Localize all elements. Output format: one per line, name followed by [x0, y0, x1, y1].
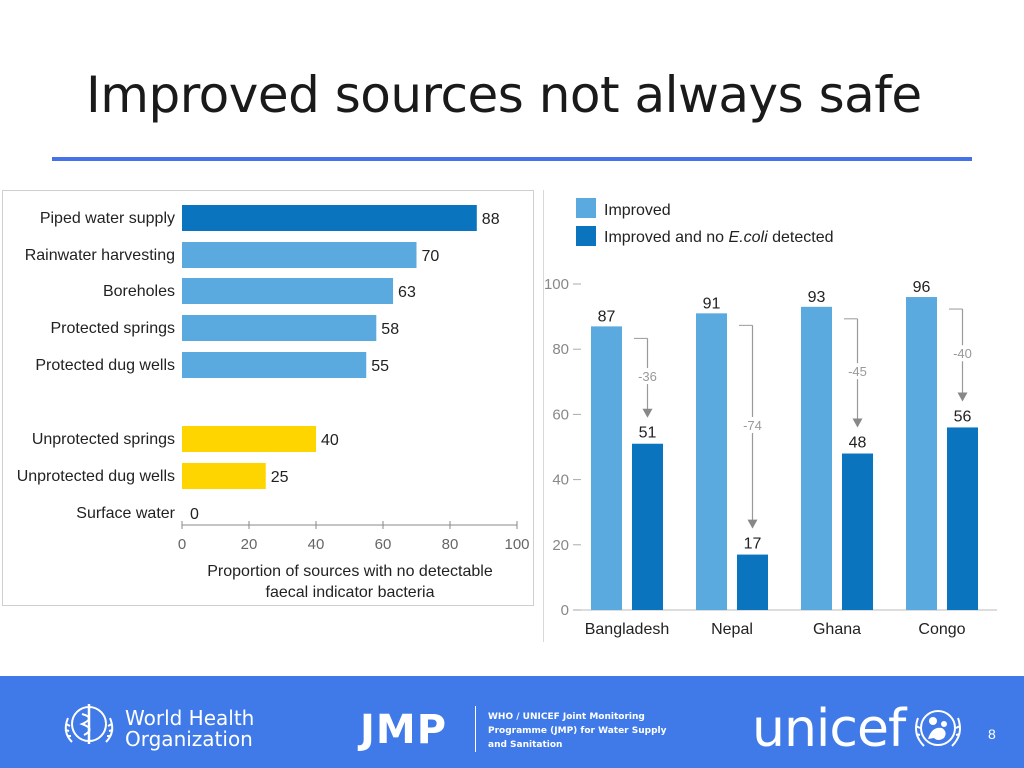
bar-safe	[947, 427, 978, 610]
diff-label-bg	[843, 363, 872, 380]
y-tick-label: 60	[552, 406, 569, 423]
x-axis-title-line-1: Proportion of sources with no detectable	[207, 563, 493, 580]
value-label-improved: 93	[808, 289, 826, 306]
legend-swatch-improved	[576, 198, 596, 218]
jmp-divider	[475, 706, 476, 752]
jmp-sub-line-3: and Sanitation	[488, 740, 563, 750]
x-tick-label: 60	[375, 536, 392, 553]
x-tick-label: 100	[504, 536, 529, 553]
category-label: Rainwater harvesting	[25, 247, 175, 264]
diff-label: -36	[638, 369, 657, 384]
jmp-sub-line-1: WHO / UNICEF Joint Monitoring	[488, 712, 645, 722]
footer-bar: World Health Organization JMP WHO / UNIC…	[0, 676, 1024, 768]
category-label: Protected dug wells	[35, 357, 175, 374]
value-label-safe: 48	[849, 435, 867, 452]
bar	[182, 352, 367, 378]
value-label: 63	[398, 284, 416, 301]
value-label: 70	[422, 248, 440, 265]
bar-safe	[842, 453, 873, 610]
legend-label-safe: Improved and no E.coli detected	[604, 229, 833, 246]
category-label: Congo	[918, 621, 965, 638]
bar	[182, 278, 394, 304]
value-label-improved: 96	[913, 279, 931, 296]
diff-arrow-head	[957, 392, 968, 402]
x-tick-label: 0	[178, 536, 186, 553]
y-tick-label: 80	[552, 341, 569, 358]
bar	[182, 463, 266, 489]
category-label: Boreholes	[103, 283, 175, 300]
who-line-1: World Health	[125, 706, 255, 730]
x-tick-label: 20	[241, 536, 258, 553]
bar-safe	[632, 443, 663, 610]
category-label: Bangladesh	[585, 621, 670, 638]
y-tick-label: 20	[552, 537, 569, 554]
value-label: 55	[371, 358, 389, 375]
value-label: 25	[271, 469, 289, 486]
category-label: Piped water supply	[40, 210, 175, 227]
category-label: Nepal	[711, 621, 753, 638]
value-label-safe: 56	[954, 408, 972, 425]
diff-arrow-head	[747, 519, 758, 529]
jmp-subtitle: WHO / UNICEF Joint Monitoring Programme …	[488, 710, 688, 752]
jmp-sub-line-2: Programme (JMP) for Water Supply	[488, 726, 667, 736]
x-tick-label: 40	[308, 536, 325, 553]
source-type-chart-panel: Piped water supply 88 Rainwater harvesting…	[2, 190, 534, 606]
legend-text-part: detected	[768, 229, 834, 246]
bar-improved	[801, 306, 832, 610]
unicef-emblem-icon	[915, 710, 961, 747]
value-label: 40	[321, 432, 339, 449]
diff-label-bg	[738, 416, 767, 433]
x-axis-title-line-2: faecal indicator bacteria	[266, 584, 435, 601]
category-label: Unprotected dug wells	[17, 468, 175, 485]
diff-label: -74	[743, 418, 762, 433]
legend-swatch-safe	[576, 226, 596, 246]
value-label-safe: 51	[639, 425, 657, 442]
value-label-safe: 17	[744, 536, 762, 553]
y-tick-label: 100	[544, 276, 569, 293]
diff-label: -45	[848, 364, 867, 379]
slide-title: Improved sources not always safe	[86, 66, 922, 124]
diff-label: -40	[953, 346, 972, 361]
value-label: 88	[482, 211, 500, 228]
value-label: 0	[190, 506, 199, 523]
category-label: Unprotected springs	[32, 431, 175, 448]
page-number: 8	[988, 726, 996, 742]
bar-improved	[696, 313, 727, 610]
who-line-2: Organization	[125, 727, 253, 751]
value-label-improved: 91	[703, 295, 721, 312]
legend-label-improved: Improved	[604, 202, 671, 219]
bar	[182, 205, 477, 231]
who-emblem-icon	[64, 704, 114, 744]
legend-text-part: Improved and no	[604, 229, 729, 246]
x-tick-label: 80	[442, 536, 459, 553]
value-label-improved: 87	[598, 308, 616, 325]
panel-divider	[543, 190, 544, 642]
bar-improved	[591, 326, 622, 610]
y-tick-label: 40	[552, 472, 569, 489]
diff-label-bg	[948, 345, 977, 362]
diff-arrow-head	[642, 408, 653, 418]
bar	[182, 242, 417, 268]
diff-label-bg	[633, 368, 662, 385]
title-underline	[52, 157, 972, 161]
who-logo-text: World Health Organization	[125, 708, 254, 750]
category-label: Ghana	[813, 621, 861, 638]
unicef-logo: unicef	[752, 699, 906, 759]
diff-arrow-head	[852, 418, 863, 428]
bar-safe	[737, 554, 768, 610]
value-label: 58	[381, 321, 399, 338]
category-label: Surface water	[76, 505, 175, 522]
bar	[182, 426, 316, 452]
country-chart-panel: Improved Improved and no E.coli detected 0…	[543, 190, 1021, 642]
jmp-logo: JMP	[360, 707, 448, 753]
y-tick-label: 0	[561, 602, 569, 619]
legend-text-italic: E.coli	[729, 229, 769, 246]
bar	[182, 315, 377, 341]
category-label: Protected springs	[50, 320, 175, 337]
bar-improved	[906, 297, 937, 610]
country-bar-chart: Improved Improved and no E.coli detected 0…	[544, 198, 997, 638]
source-type-bar-chart: Piped water supply 88 Rainwater harvesting…	[17, 205, 530, 601]
